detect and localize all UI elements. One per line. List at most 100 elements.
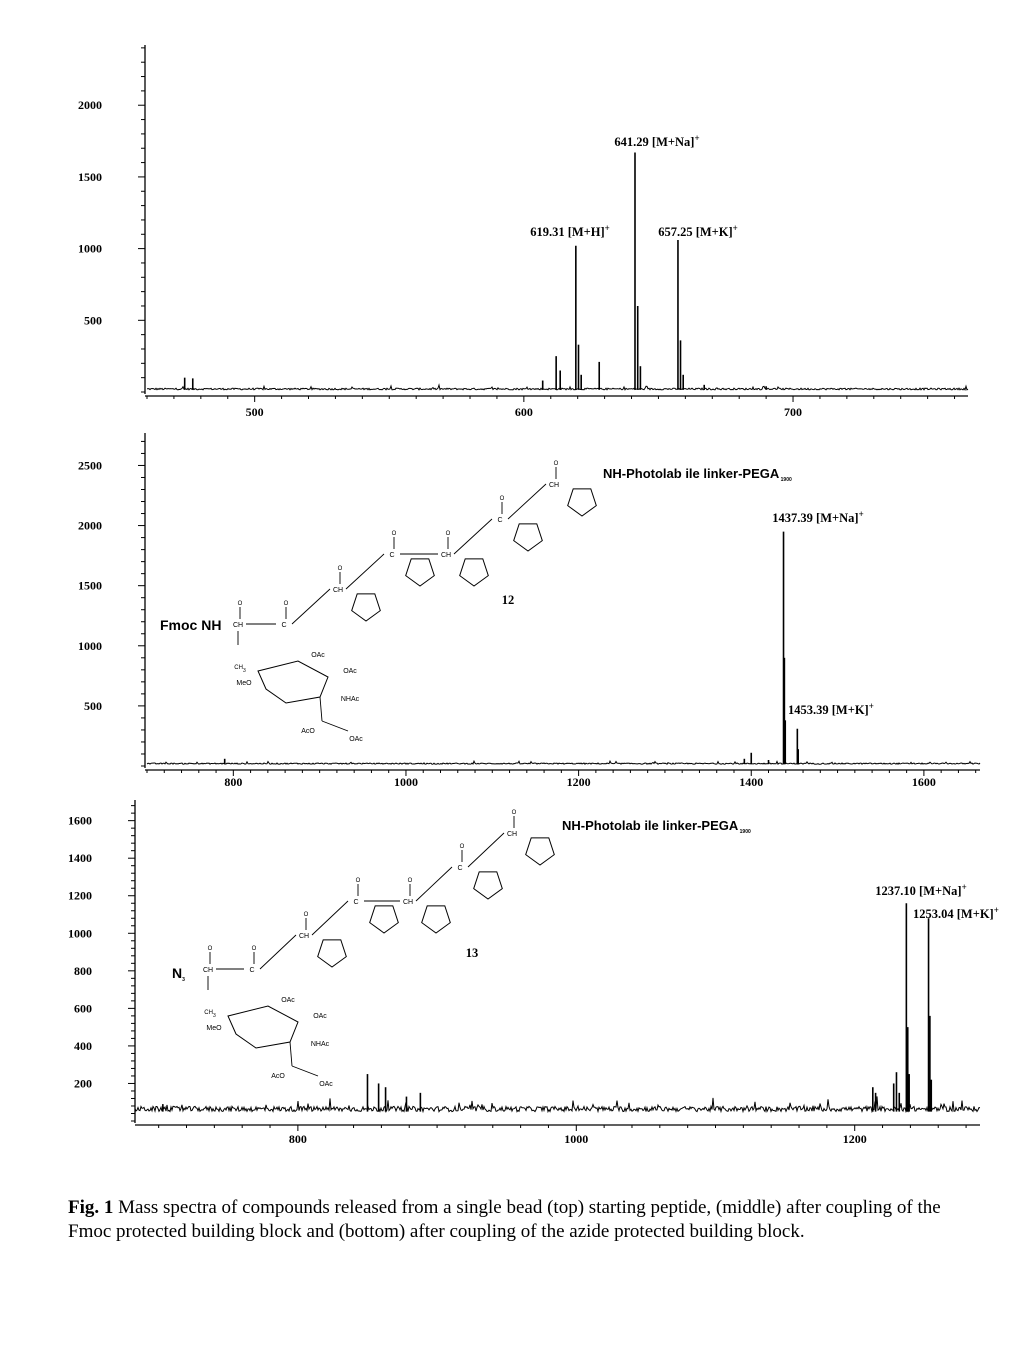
peak-label: 657.25 [M+K]+ — [658, 223, 738, 239]
backbone-atom: CH — [333, 587, 343, 594]
acetoxy-label: OAc — [343, 668, 357, 675]
compound-number: 12 — [502, 593, 515, 607]
y-tick-label: 800 — [74, 964, 92, 978]
acetoxy-label: AcO — [271, 1073, 285, 1080]
bond — [415, 866, 453, 902]
bond — [289, 1041, 293, 1067]
carbonyl-oxygen: O — [460, 844, 465, 850]
peak-label-charge: + — [859, 509, 864, 519]
backbone-atom: C — [281, 622, 286, 629]
spectrum-panel-bottom: 200 400 600 800 1000 1200 1400 1600 800 1000 1200 1… — [68, 800, 999, 1146]
y-tick-label: 2000 — [78, 519, 102, 533]
acetoxy-label: OAc — [311, 652, 325, 659]
acetamido-label: NHAc — [311, 1041, 330, 1048]
y-tick-label: 2000 — [78, 98, 102, 112]
acetoxy-label: OAc — [319, 1081, 333, 1088]
backbone-atom: CH — [299, 933, 309, 940]
bond — [321, 720, 349, 732]
backbone-atom: CH — [441, 552, 451, 559]
x-tick-label: 1600 — [912, 775, 936, 789]
acetoxy-label: OAc — [313, 1013, 327, 1020]
n-terminus-label: N3 — [172, 965, 185, 983]
backbone-atom: C — [353, 899, 358, 906]
bond — [453, 518, 493, 555]
carbonyl-oxygen: O — [446, 531, 451, 537]
y-tick-label: 1600 — [68, 814, 92, 828]
x-tick-label: 1000 — [564, 1132, 588, 1146]
y-tick-label: 1400 — [68, 851, 92, 865]
proline-ring — [567, 488, 597, 517]
bond — [345, 553, 385, 590]
methoxy-label: MeO — [236, 680, 252, 687]
backbone-atom: CH — [203, 967, 213, 974]
proline-ring — [513, 523, 543, 552]
peak-label-charge: + — [994, 905, 999, 915]
carbonyl-oxygen: O — [392, 531, 397, 537]
carbonyl-oxygen: O — [238, 601, 243, 607]
backbone-atom: C — [389, 552, 394, 559]
methyl-label: CH3 — [204, 1010, 216, 1019]
proline-ring — [317, 939, 347, 968]
caption-text: Mass spectra of compounds released from … — [68, 1197, 941, 1242]
carbonyl-oxygen: O — [338, 566, 343, 572]
x-tick-label: 1200 — [843, 1132, 867, 1146]
y-tick-label: 200 — [74, 1076, 92, 1090]
y-tick-label: 2500 — [78, 458, 102, 472]
backbone-atom: C — [249, 967, 254, 974]
linker-subscript: 1900 — [738, 829, 751, 835]
bond — [319, 696, 323, 722]
carbonyl-oxygen: O — [208, 946, 213, 952]
y-tick-label: 1000 — [78, 639, 102, 653]
x-tick-label: 700 — [784, 405, 802, 419]
bond — [291, 1065, 319, 1077]
proline-ring — [525, 837, 555, 866]
bond — [291, 588, 331, 625]
x-tick-label: 600 — [515, 405, 533, 419]
methoxy-label: MeO — [206, 1025, 222, 1032]
peak-label-charge: + — [733, 223, 738, 233]
peak-label-charge: + — [605, 223, 610, 233]
caption-label: Fig. 1 — [68, 1197, 114, 1218]
spectrum-panel-middle: 500 1000 1500 2000 2500 800 1000 1200 1400 1600 14… — [78, 433, 981, 789]
carbonyl-oxygen: O — [252, 946, 257, 952]
backbone-atom: C — [497, 517, 502, 524]
carbonyl-oxygen: O — [284, 601, 289, 607]
bond — [467, 832, 505, 868]
methyl-subscript: 3 — [213, 1013, 216, 1019]
carbonyl-oxygen: O — [408, 878, 413, 884]
proline-ring — [405, 558, 435, 587]
chemical-structure: N3 CH O C O CH O C O CH O C O CH O NH-Photolab ile link… — [172, 810, 751, 1088]
proline-ring — [473, 871, 503, 900]
methyl-subscript: 3 — [243, 668, 246, 674]
peak-label: 1437.39 [M+Na]+ — [772, 509, 863, 525]
peak-label-charge: + — [694, 133, 699, 143]
backbone-atom: CH — [403, 899, 413, 906]
n-terminus-label: Fmoc NH — [160, 617, 221, 633]
spectrum-trace — [146, 759, 981, 765]
acetamido-label: NHAc — [341, 696, 360, 703]
y-tick-label: 500 — [84, 313, 102, 327]
x-tick-label: 800 — [289, 1132, 307, 1146]
sugar-ring — [257, 660, 329, 704]
linker-subscript: 1900 — [779, 477, 792, 483]
y-tick-label: 1200 — [68, 889, 92, 903]
peak-label: 1253.04 [M+K]+ — [913, 905, 999, 921]
proline-ring — [421, 905, 451, 934]
n-terminus-subscript: 3 — [182, 977, 185, 983]
carbonyl-oxygen: O — [512, 810, 517, 816]
linker-label: NH-Photolab ile linker-PEGA 1900 — [603, 466, 792, 483]
carbonyl-oxygen: O — [554, 461, 559, 467]
proline-ring — [369, 905, 399, 934]
y-tick-label: 500 — [84, 699, 102, 713]
acetoxy-label: OAc — [281, 997, 295, 1004]
bond — [311, 900, 349, 936]
peak-label: 1237.10 [M+Na]+ — [875, 882, 966, 898]
proline-ring — [459, 558, 489, 587]
compound-number: 13 — [466, 946, 479, 960]
backbone-atom: CH — [507, 831, 517, 838]
figure-caption: Fig. 1 Mass spectra of compounds release… — [68, 1196, 978, 1244]
spectrum-panel-top: 500 1000 1500 2000 500 600 700 641.29 [M+Na]+ 61… — [78, 45, 969, 419]
mass-spectra-figure: 500 1000 1500 2000 500 600 700 641.29 [M+Na]+ 61… — [68, 45, 999, 1146]
peak-label-charge: + — [962, 882, 967, 892]
x-tick-label: 1400 — [739, 775, 763, 789]
